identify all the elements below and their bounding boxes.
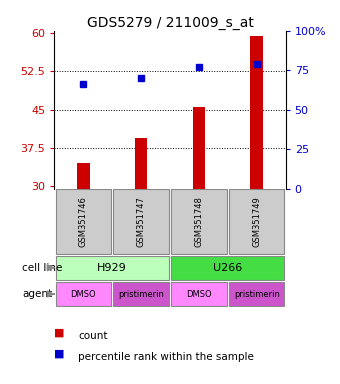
Text: count: count <box>78 331 108 341</box>
Text: ■: ■ <box>54 328 65 338</box>
Bar <box>229 282 285 306</box>
Bar <box>55 282 111 306</box>
Text: U266: U266 <box>213 263 242 273</box>
Bar <box>229 189 285 254</box>
Bar <box>171 282 227 306</box>
Bar <box>77 163 90 189</box>
Bar <box>135 138 148 189</box>
Text: ■: ■ <box>54 349 65 359</box>
Text: pristimerin: pristimerin <box>234 290 279 298</box>
Text: H929: H929 <box>97 263 127 273</box>
Text: GSM351746: GSM351746 <box>79 196 88 247</box>
Text: GSM351747: GSM351747 <box>137 196 146 247</box>
Bar <box>171 189 227 254</box>
Text: pristimerin: pristimerin <box>118 290 164 298</box>
Text: agent: agent <box>22 289 52 299</box>
Title: GDS5279 / 211009_s_at: GDS5279 / 211009_s_at <box>87 16 253 30</box>
Bar <box>113 282 169 306</box>
Text: GSM351749: GSM351749 <box>252 196 261 247</box>
Text: percentile rank within the sample: percentile rank within the sample <box>78 352 254 362</box>
Text: cell line: cell line <box>22 263 63 273</box>
Bar <box>171 256 285 280</box>
Text: DMSO: DMSO <box>70 290 96 298</box>
Bar <box>250 36 263 189</box>
Text: DMSO: DMSO <box>186 290 212 298</box>
Bar <box>113 189 169 254</box>
Bar <box>55 256 169 280</box>
Text: GSM351748: GSM351748 <box>194 196 203 247</box>
Bar <box>55 189 111 254</box>
Bar <box>192 107 205 189</box>
